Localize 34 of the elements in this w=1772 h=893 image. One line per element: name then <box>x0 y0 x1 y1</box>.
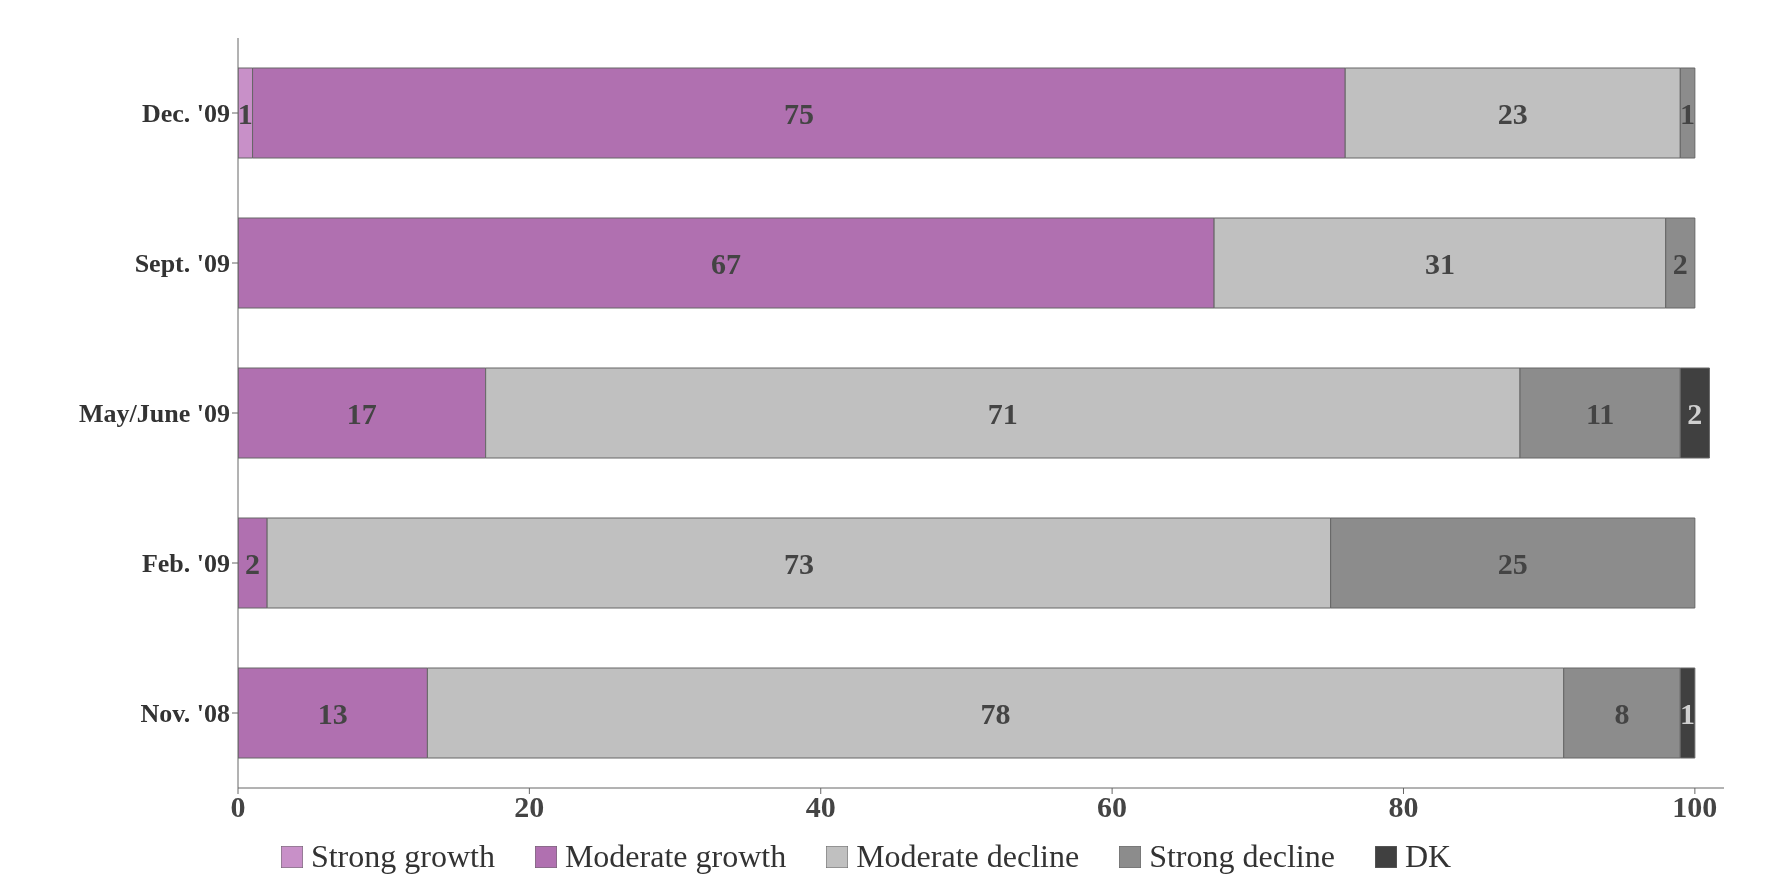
y-tick-label: Sept. '09 <box>134 249 230 279</box>
x-tick-label: 60 <box>1097 790 1128 824</box>
data-label: 8 <box>1614 696 1630 730</box>
data-label: 73 <box>783 546 814 580</box>
y-tick-label: Feb. '09 <box>141 549 230 579</box>
data-label: 1 <box>237 96 253 130</box>
x-tick-label: 20 <box>514 790 545 824</box>
data-label: 1 <box>1680 96 1696 130</box>
data-label: 23 <box>1497 96 1528 130</box>
data-label: 71 <box>987 396 1018 430</box>
x-tick-label: 0 <box>230 790 246 824</box>
legend-label: Strong decline <box>1148 838 1335 875</box>
data-label: 17 <box>346 396 377 430</box>
data-label: 78 <box>980 696 1011 730</box>
x-tick-label: 100 <box>1672 790 1718 824</box>
legend-label: Moderate growth <box>563 838 787 875</box>
data-label: 31 <box>1424 246 1455 280</box>
data-label: 2 <box>1687 396 1703 430</box>
y-tick-label: Dec. '09 <box>141 99 230 129</box>
data-label: 11 <box>1585 396 1615 430</box>
data-label: 13 <box>317 696 348 730</box>
data-label: 75 <box>783 96 814 130</box>
data-label: 1 <box>1680 696 1696 730</box>
data-label: 2 <box>245 546 261 580</box>
data-label: 2 <box>1672 246 1688 280</box>
x-tick-label: 80 <box>1388 790 1419 824</box>
x-tick-label: 40 <box>805 790 836 824</box>
data-label: 25 <box>1497 546 1528 580</box>
legend-label: DK <box>1403 838 1452 875</box>
legend-label: Strong growth <box>309 838 495 875</box>
legend-label: Moderate decline <box>855 838 1080 875</box>
y-tick-label: Nov. '08 <box>140 699 230 729</box>
data-label: 67 <box>711 246 742 280</box>
y-tick-label: May/June '09 <box>79 399 230 429</box>
